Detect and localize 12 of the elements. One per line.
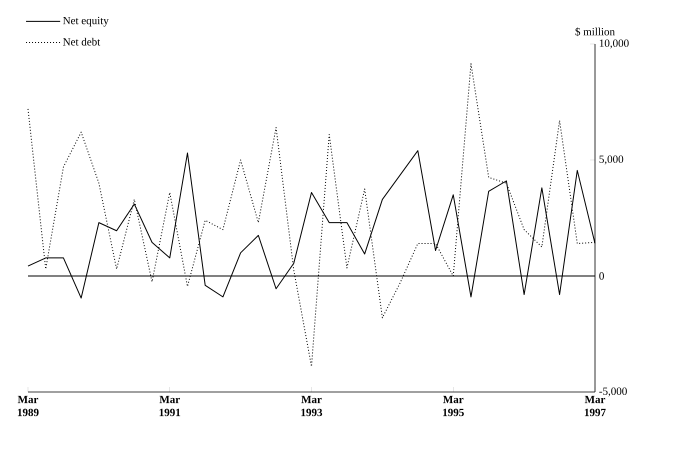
x-tick-label: Mar 1993 [301, 396, 322, 416]
y-tick-label: 5,000 [600, 156, 624, 165]
y-axis-title: $ million [575, 27, 615, 36]
x-tick-label: Mar 1991 [160, 396, 180, 416]
x-tick-label: Mar 1997 [584, 396, 606, 416]
legend-label: Net debt [62, 38, 100, 46]
y-tick-label: -5,000 [599, 388, 627, 397]
y-tick-label: 0 [599, 272, 604, 280]
y-tick-label: 10,000 [600, 40, 629, 48]
x-tick-label: Mar 1989 [18, 396, 39, 416]
legend-label: Net equity [62, 16, 109, 27]
x-tick-label: Mar 1995 [443, 396, 464, 416]
